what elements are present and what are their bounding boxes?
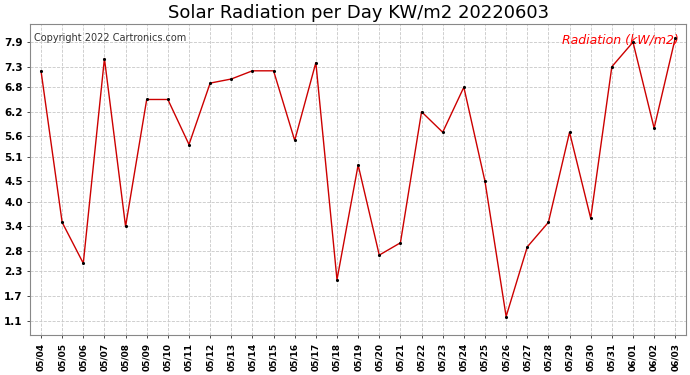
Point <box>437 129 448 135</box>
Point <box>627 39 638 45</box>
Point <box>670 35 681 41</box>
Point <box>247 68 258 74</box>
Point <box>480 178 491 184</box>
Point <box>162 96 173 102</box>
Point <box>226 76 237 82</box>
Point <box>564 129 575 135</box>
Text: Copyright 2022 Cartronics.com: Copyright 2022 Cartronics.com <box>34 33 186 43</box>
Point <box>522 244 533 250</box>
Point <box>141 96 152 102</box>
Point <box>35 68 46 74</box>
Text: Radiation (kW/m2): Radiation (kW/m2) <box>562 33 679 46</box>
Point <box>57 219 68 225</box>
Title: Solar Radiation per Day KW/m2 20220603: Solar Radiation per Day KW/m2 20220603 <box>168 4 549 22</box>
Point <box>99 56 110 62</box>
Point <box>395 240 406 246</box>
Point <box>120 224 131 230</box>
Point <box>78 260 89 266</box>
Point <box>331 277 342 283</box>
Point <box>310 60 322 66</box>
Point <box>543 219 554 225</box>
Point <box>416 109 427 115</box>
Point <box>289 137 300 143</box>
Point <box>184 141 195 147</box>
Point <box>607 64 618 70</box>
Point <box>268 68 279 74</box>
Point <box>458 84 469 90</box>
Point <box>205 80 216 86</box>
Point <box>374 252 385 258</box>
Point <box>501 314 512 320</box>
Point <box>585 215 596 221</box>
Point <box>353 162 364 168</box>
Point <box>649 125 660 131</box>
